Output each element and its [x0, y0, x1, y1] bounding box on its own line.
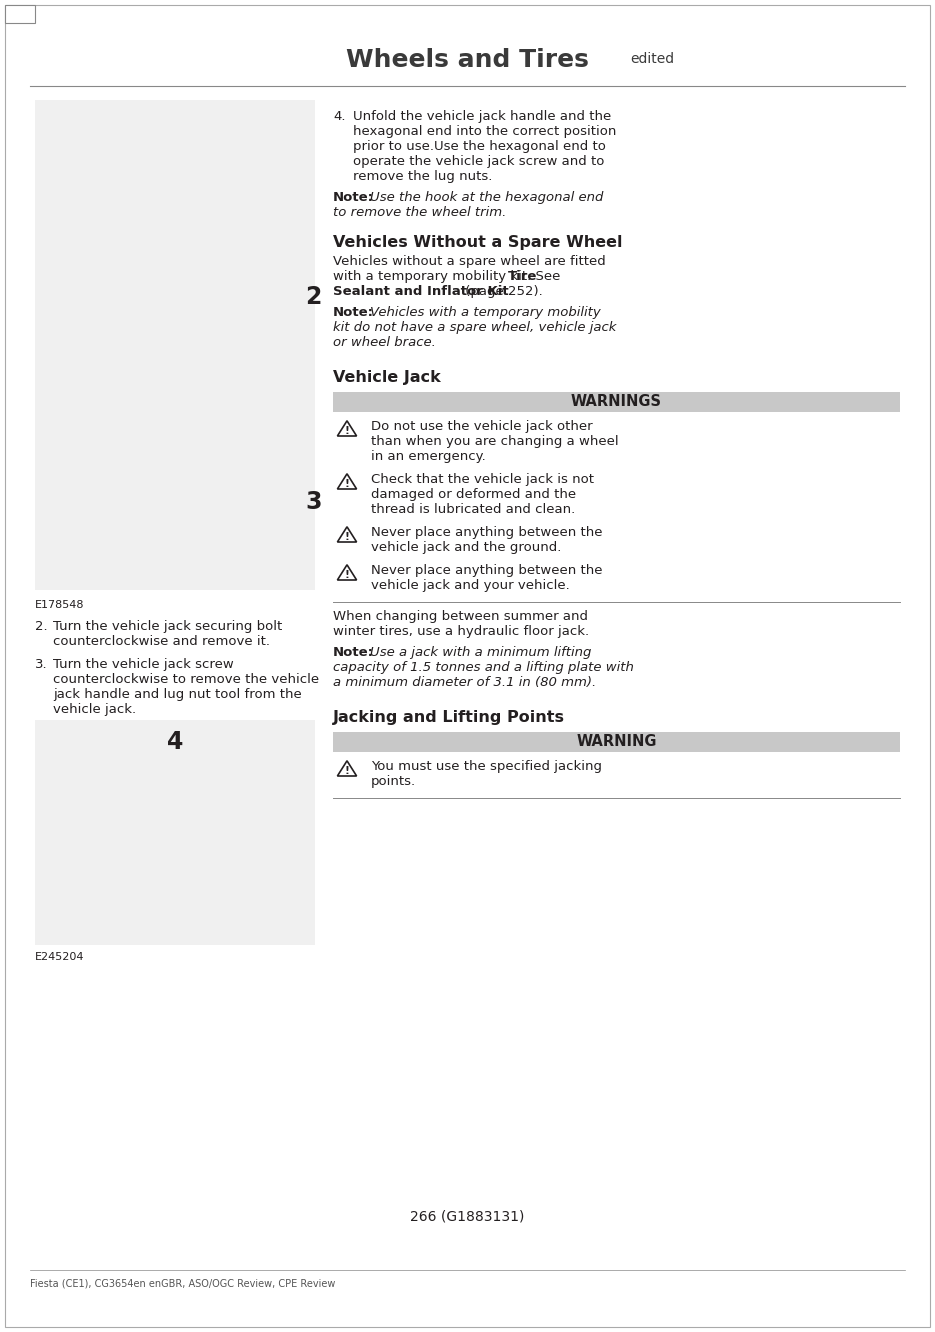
Text: !: !: [345, 531, 350, 542]
Text: Note:: Note:: [333, 646, 374, 659]
Polygon shape: [338, 565, 356, 579]
Text: Do not use the vehicle jack other: Do not use the vehicle jack other: [371, 420, 593, 433]
Text: vehicle jack.: vehicle jack.: [53, 703, 137, 717]
Polygon shape: [338, 474, 356, 489]
Text: 4: 4: [166, 730, 183, 754]
Text: thread is lubricated and clean.: thread is lubricated and clean.: [371, 503, 575, 515]
Text: 3: 3: [305, 490, 322, 514]
Text: Never place anything between the: Never place anything between the: [371, 526, 602, 539]
Text: Sealant and Inflator Kit: Sealant and Inflator Kit: [333, 285, 509, 298]
Bar: [333, 733, 900, 753]
Text: (page 252).: (page 252).: [461, 285, 542, 298]
Text: !: !: [345, 570, 350, 579]
Text: Vehicles with a temporary mobility: Vehicles with a temporary mobility: [370, 306, 601, 318]
Text: E178548: E178548: [35, 599, 84, 610]
Text: points.: points.: [371, 775, 416, 789]
Text: Note:: Note:: [333, 306, 374, 318]
Text: E245204: E245204: [35, 952, 84, 962]
Bar: [5, 5, 35, 23]
Text: vehicle jack and your vehicle.: vehicle jack and your vehicle.: [371, 579, 569, 591]
Bar: [333, 392, 900, 412]
Text: Turn the vehicle jack securing bolt: Turn the vehicle jack securing bolt: [53, 619, 282, 633]
Text: !: !: [345, 426, 350, 436]
Text: than when you are changing a wheel: than when you are changing a wheel: [371, 436, 619, 448]
Text: Use a jack with a minimum lifting: Use a jack with a minimum lifting: [370, 646, 591, 659]
Text: remove the lug nuts.: remove the lug nuts.: [353, 170, 493, 182]
Text: or wheel brace.: or wheel brace.: [333, 336, 436, 349]
Bar: [35, 100, 315, 590]
Text: capacity of 1.5 tonnes and a lifting plate with: capacity of 1.5 tonnes and a lifting pla…: [333, 661, 634, 674]
Text: Vehicles Without a Spare Wheel: Vehicles Without a Spare Wheel: [333, 234, 623, 250]
Text: Turn the vehicle jack screw: Turn the vehicle jack screw: [53, 658, 234, 671]
Text: with a temporary mobility kit. See: with a temporary mobility kit. See: [333, 270, 565, 282]
Text: 266 (G1883131): 266 (G1883131): [410, 1209, 525, 1224]
Text: prior to use.Use the hexagonal end to: prior to use.Use the hexagonal end to: [353, 140, 606, 153]
Text: operate the vehicle jack screw and to: operate the vehicle jack screw and to: [353, 155, 604, 168]
Text: When changing between summer and: When changing between summer and: [333, 610, 588, 623]
Text: You must use the specified jacking: You must use the specified jacking: [371, 761, 602, 773]
Text: 2.: 2.: [35, 619, 48, 633]
Text: Jacking and Lifting Points: Jacking and Lifting Points: [333, 710, 565, 725]
Text: Tire: Tire: [508, 270, 538, 282]
Text: Vehicle Jack: Vehicle Jack: [333, 370, 440, 385]
Text: 3.: 3.: [35, 658, 48, 671]
Text: kit do not have a spare wheel, vehicle jack: kit do not have a spare wheel, vehicle j…: [333, 321, 616, 334]
Text: Unfold the vehicle jack handle and the: Unfold the vehicle jack handle and the: [353, 111, 611, 123]
Text: Fiesta (CE1), CG3654en enGBR, ASO/OGC Review, CPE Review: Fiesta (CE1), CG3654en enGBR, ASO/OGC Re…: [30, 1277, 336, 1288]
Text: Use the hook at the hexagonal end: Use the hook at the hexagonal end: [370, 190, 603, 204]
Text: !: !: [345, 478, 350, 489]
Text: 4.: 4.: [333, 111, 346, 123]
Text: in an emergency.: in an emergency.: [371, 450, 486, 464]
Polygon shape: [338, 761, 356, 777]
Polygon shape: [338, 421, 356, 436]
Text: a minimum diameter of 3.1 in (80 mm).: a minimum diameter of 3.1 in (80 mm).: [333, 677, 597, 689]
Text: 2: 2: [305, 285, 322, 309]
Text: counterclockwise and remove it.: counterclockwise and remove it.: [53, 635, 270, 647]
Text: hexagonal end into the correct position: hexagonal end into the correct position: [353, 125, 616, 139]
Text: WARNINGS: WARNINGS: [571, 394, 662, 409]
Text: WARNING: WARNING: [576, 734, 656, 750]
Text: edited: edited: [630, 52, 674, 67]
Text: vehicle jack and the ground.: vehicle jack and the ground.: [371, 541, 561, 554]
Text: Vehicles without a spare wheel are fitted: Vehicles without a spare wheel are fitte…: [333, 254, 606, 268]
Text: jack handle and lug nut tool from the: jack handle and lug nut tool from the: [53, 689, 302, 701]
Text: damaged or deformed and the: damaged or deformed and the: [371, 488, 576, 501]
Text: Wheels and Tires: Wheels and Tires: [346, 48, 588, 72]
Bar: [35, 721, 315, 944]
Text: Never place anything between the: Never place anything between the: [371, 563, 602, 577]
Text: !: !: [345, 766, 350, 775]
Text: to remove the wheel trim.: to remove the wheel trim.: [333, 206, 507, 218]
Text: counterclockwise to remove the vehicle: counterclockwise to remove the vehicle: [53, 673, 319, 686]
Text: winter tires, use a hydraulic floor jack.: winter tires, use a hydraulic floor jack…: [333, 625, 589, 638]
Text: Note:: Note:: [333, 190, 374, 204]
Polygon shape: [338, 526, 356, 542]
Text: Check that the vehicle jack is not: Check that the vehicle jack is not: [371, 473, 594, 486]
